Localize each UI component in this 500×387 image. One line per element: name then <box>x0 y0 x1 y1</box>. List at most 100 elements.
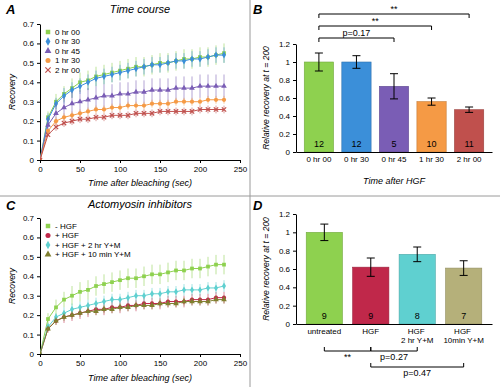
x-axis-tick-label: 0 <box>38 165 43 174</box>
series-line <box>40 286 224 354</box>
x-axis-tick-mark <box>240 354 241 357</box>
y-axis-tick-mark <box>293 98 296 99</box>
marker <box>102 282 106 286</box>
marker <box>222 98 226 102</box>
error-bar-cap <box>413 261 421 262</box>
marker-group <box>190 267 194 271</box>
marker <box>53 318 59 323</box>
legend-entry: 0 hr 45 <box>45 47 81 56</box>
marker <box>214 263 218 267</box>
annotation: ** <box>390 4 398 14</box>
y-axis-tick-mark <box>293 214 296 215</box>
legend-marker <box>46 241 51 249</box>
marker <box>40 351 43 354</box>
y-axis-line <box>40 25 41 161</box>
y-axis-tick-mark <box>37 102 40 103</box>
y-axis-tick-label: 0.2 <box>23 117 35 126</box>
error-bar <box>352 56 360 69</box>
x-axis-tick-label: 50 <box>76 359 85 368</box>
y-axis: 00.10.20.30.40.50.60.7 <box>23 214 41 359</box>
marker-group <box>53 110 59 115</box>
marker <box>70 119 74 123</box>
y-axis-tick: 0.2 <box>279 302 296 311</box>
marker-group <box>190 100 194 104</box>
marker <box>190 55 194 62</box>
marker-group <box>86 288 90 292</box>
marker <box>62 115 66 119</box>
y-axis-line <box>296 215 297 325</box>
marker-group <box>62 115 66 119</box>
marker-group <box>118 113 122 117</box>
marker <box>198 100 202 104</box>
x-axis-tick-label: 100 <box>114 359 128 368</box>
bracket <box>319 38 394 42</box>
marker <box>77 310 83 315</box>
marker-group <box>69 100 75 105</box>
marker <box>173 300 179 305</box>
marker <box>45 325 51 330</box>
marker-group <box>134 292 138 299</box>
marker-group <box>85 308 91 313</box>
marker-group <box>150 61 154 68</box>
y-axis-tick-mark <box>293 269 296 270</box>
marker <box>197 298 203 303</box>
y-axis-tick-mark <box>37 315 40 316</box>
marker <box>142 274 146 278</box>
y-axis-tick-mark <box>293 134 296 135</box>
marker-group <box>110 105 114 109</box>
marker <box>46 133 50 137</box>
marker <box>45 122 51 127</box>
marker-group <box>222 52 226 59</box>
marker-group <box>142 292 146 299</box>
y-axis-tick-label: 1 <box>286 228 291 237</box>
marker-group <box>198 286 202 293</box>
panel-label: D <box>253 198 263 213</box>
y-axis-tick-mark <box>37 276 40 277</box>
x-axis-tick: 200 <box>194 160 208 174</box>
y-axis-tick: 0.1 <box>23 331 40 340</box>
marker <box>189 85 195 90</box>
marker <box>198 55 202 62</box>
y-axis-tick-label: 0 <box>30 350 35 359</box>
x-axis-tick-label: HGF 2 hr Y+M <box>401 327 434 345</box>
marker <box>166 59 170 66</box>
y-axis-tick-label: 1.2 <box>279 210 291 219</box>
marker-group <box>182 269 186 273</box>
marker-group <box>142 63 146 70</box>
title: Time course <box>110 3 170 15</box>
marker-group <box>157 300 163 305</box>
error-bar-cap <box>367 276 375 277</box>
marker <box>214 52 218 59</box>
marker <box>118 278 122 282</box>
x-axis: 0 hr 000 hr 300 hr 451 hr 302 hr 00 <box>297 153 493 164</box>
marker <box>198 267 202 271</box>
series-line <box>40 300 224 354</box>
marker <box>54 306 58 310</box>
marker <box>126 294 130 301</box>
marker <box>126 113 130 117</box>
y-axis-tick: 0.4 <box>23 272 40 281</box>
x-axis-tick-label: 150 <box>154 165 168 174</box>
marker <box>46 317 50 321</box>
marker-group <box>102 73 106 80</box>
y-axis-tick-label: 0 <box>30 156 35 165</box>
error-bar <box>315 53 323 71</box>
marker-group <box>174 109 178 113</box>
marker <box>126 103 130 107</box>
marker-group <box>46 317 50 321</box>
marker <box>110 113 114 117</box>
y-axis-tick-label: 0.8 <box>279 247 291 256</box>
x-axis-line <box>297 324 493 325</box>
y-axis-tick-label: 0.1 <box>23 137 35 146</box>
marker <box>173 85 179 90</box>
marker <box>54 119 58 123</box>
bar <box>342 62 371 152</box>
y-axis-tick-label: 0.4 <box>279 283 291 292</box>
y-axis-tick: 0 <box>30 350 40 359</box>
marker <box>157 87 163 92</box>
y-axis-tick-mark <box>37 160 40 161</box>
marker <box>222 283 226 290</box>
marker <box>222 52 226 59</box>
y-axis-tick: 0.2 <box>23 117 40 126</box>
legend-label: 2 hr 00 <box>55 66 80 75</box>
